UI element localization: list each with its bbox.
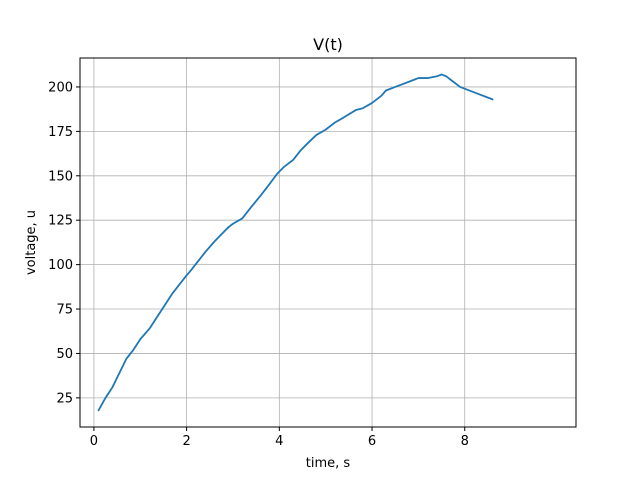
- x-tick-label: 2: [182, 434, 190, 449]
- y-tick-label: 150: [48, 169, 73, 184]
- y-axis-label: voltage, u: [24, 210, 39, 275]
- y-tick-label: 75: [56, 303, 73, 318]
- x-tick-label: 4: [275, 434, 283, 449]
- y-tick-label: 175: [48, 125, 73, 140]
- x-tick-label: 6: [368, 434, 376, 449]
- y-tick-label: 100: [48, 258, 73, 273]
- plot-frame: [79, 57, 577, 428]
- grid: [80, 58, 576, 427]
- y-tick-label: 50: [56, 347, 73, 362]
- y-tick-label: 25: [56, 391, 73, 406]
- x-axis-label: time, s: [306, 456, 351, 471]
- x-tick-label: 8: [461, 434, 469, 449]
- series-line: [97, 73, 494, 412]
- ticks: 0 2 4 6 8 25 50 75 100 125 150 175 200: [48, 80, 469, 449]
- series-layer: [97, 73, 494, 412]
- chart-title: V(t): [313, 35, 343, 54]
- x-tick-label: 0: [90, 434, 98, 449]
- y-tick-label: 125: [48, 214, 73, 229]
- y-tick-label: 200: [48, 80, 73, 95]
